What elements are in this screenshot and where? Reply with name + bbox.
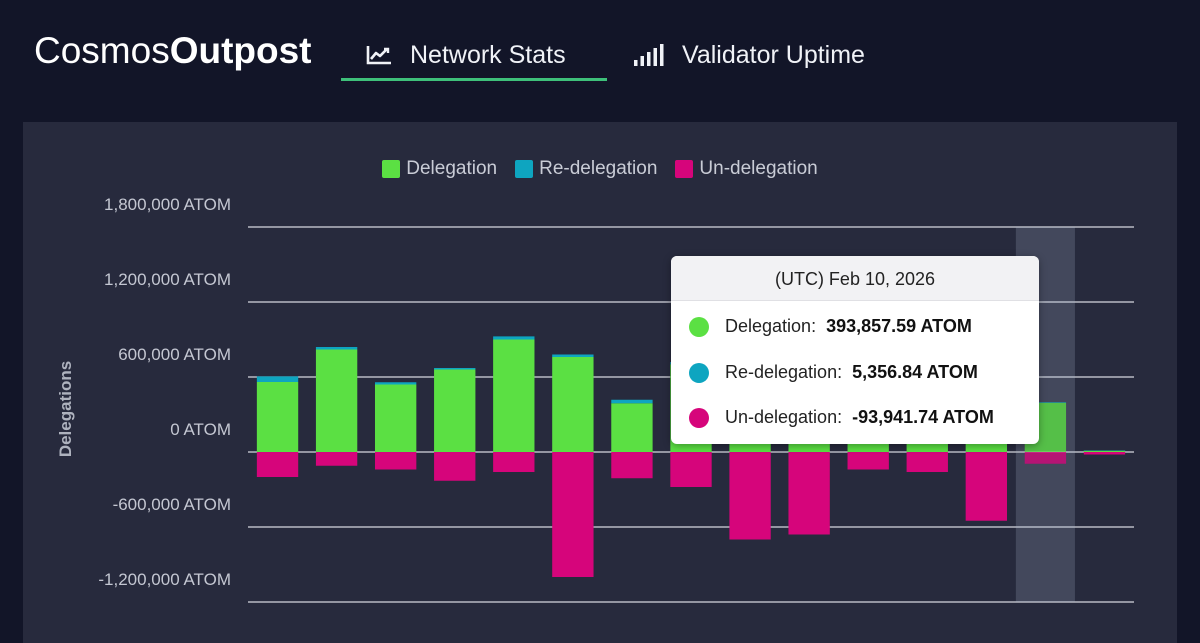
bar-undelegation[interactable] — [729, 452, 771, 540]
y-tick-label: -1,200,000 ATOM — [98, 570, 231, 589]
tooltip-row-redelegation: Re-delegation: 5,356.84 ATOM — [689, 362, 978, 383]
tooltip-value-undelegation: -93,941.74 ATOM — [852, 407, 994, 427]
bar-delegation[interactable] — [552, 357, 594, 452]
bar-delegation[interactable] — [1083, 450, 1126, 452]
tooltip-label-undelegation: Un-delegation: — [725, 407, 843, 427]
bar-delegation[interactable] — [434, 369, 476, 453]
bar-redelegation[interactable] — [256, 376, 299, 382]
y-axis-label: Delegations — [56, 361, 75, 457]
bar-undelegation[interactable] — [611, 452, 653, 479]
bar-undelegation[interactable] — [670, 452, 712, 487]
legend-label-undelegation: Un-delegation — [699, 158, 818, 179]
bar-undelegation[interactable] — [315, 452, 358, 466]
legend-swatch-undelegation — [675, 160, 694, 178]
bar-undelegation[interactable] — [788, 452, 830, 535]
bar-delegation[interactable] — [315, 349, 358, 453]
y-tick-label: 1,200,000 ATOM — [104, 270, 231, 289]
bar-undelegation[interactable] — [965, 452, 1008, 521]
tooltip-row-delegation: Delegation: 393,857.59 ATOM — [689, 316, 972, 337]
tooltip-dot-undelegation — [689, 407, 709, 428]
legend-label-delegation: Delegation — [406, 158, 498, 179]
line-chart-icon — [366, 46, 391, 65]
legend-swatch-delegation — [382, 160, 401, 178]
tooltip-dot-delegation — [689, 316, 709, 337]
bar-delegation[interactable] — [256, 382, 299, 452]
legend-swatch-redelegation — [515, 160, 534, 178]
tab-network-stats-label: Network Stats — [410, 40, 566, 69]
tooltip-value-delegation: 393,857.59 ATOM — [826, 316, 972, 336]
bar-undelegation[interactable] — [493, 452, 535, 472]
y-tick-label: 0 ATOM — [170, 420, 231, 439]
bar-redelegation[interactable] — [434, 368, 476, 370]
brand-logo[interactable]: CosmosOutpost — [34, 30, 312, 72]
legend-item-delegation[interactable]: Delegation — [382, 158, 497, 180]
y-tick-label: -600,000 ATOM — [113, 495, 231, 514]
bar-undelegation[interactable] — [847, 452, 889, 470]
bar-undelegation[interactable] — [374, 452, 417, 470]
tab-validator-uptime[interactable]: Validator Uptime — [634, 30, 865, 80]
tab-network-stats[interactable]: Network Stats — [366, 30, 608, 80]
y-tick-label: 1,800,000 ATOM — [104, 195, 231, 214]
bar-delegation[interactable] — [493, 339, 535, 453]
y-tick-label: 600,000 ATOM — [118, 345, 231, 364]
bar-undelegation[interactable] — [434, 452, 476, 481]
bar-delegation[interactable] — [374, 384, 417, 453]
bar-undelegation[interactable] — [1083, 452, 1126, 455]
chart-tooltip: (UTC) Feb 10, 2026 Delegation: 393,857.5… — [671, 256, 1039, 444]
bar-redelegation[interactable] — [374, 382, 417, 385]
legend-label-redelegation: Re-delegation — [539, 158, 658, 179]
signal-bars-icon — [634, 44, 664, 66]
tooltip-date: (UTC) Feb 10, 2026 — [671, 256, 1039, 301]
bar-undelegation[interactable] — [906, 452, 948, 472]
tab-validator-uptime-label: Validator Uptime — [682, 40, 865, 69]
active-tab-indicator — [341, 78, 607, 81]
brand-name-light: Cosmos — [34, 30, 170, 71]
bar-redelegation[interactable] — [552, 354, 594, 358]
bar-undelegation[interactable] — [1024, 452, 1067, 464]
chart-legend: Delegation Re-delegation Un-delegation — [0, 158, 1200, 180]
bar-undelegation[interactable] — [552, 452, 594, 577]
tooltip-value-redelegation: 5,356.84 ATOM — [852, 362, 978, 382]
brand-name-bold: Outpost — [169, 30, 312, 71]
legend-item-redelegation[interactable]: Re-delegation — [515, 158, 657, 180]
bar-redelegation[interactable] — [1024, 402, 1067, 403]
app-header: CosmosOutpost Network Stats Validator Up… — [0, 0, 1200, 110]
bar-redelegation[interactable] — [315, 347, 358, 350]
bar-redelegation[interactable] — [493, 336, 535, 340]
tooltip-label-delegation: Delegation: — [725, 316, 817, 336]
bar-undelegation[interactable] — [256, 452, 299, 477]
legend-item-undelegation[interactable]: Un-delegation — [675, 158, 818, 180]
tooltip-dot-redelegation — [689, 362, 709, 383]
bar-delegation[interactable] — [611, 403, 653, 452]
tooltip-label-redelegation: Re-delegation: — [725, 362, 843, 382]
tooltip-row-undelegation: Un-delegation: -93,941.74 ATOM — [689, 407, 994, 428]
bar-redelegation[interactable] — [611, 399, 653, 404]
